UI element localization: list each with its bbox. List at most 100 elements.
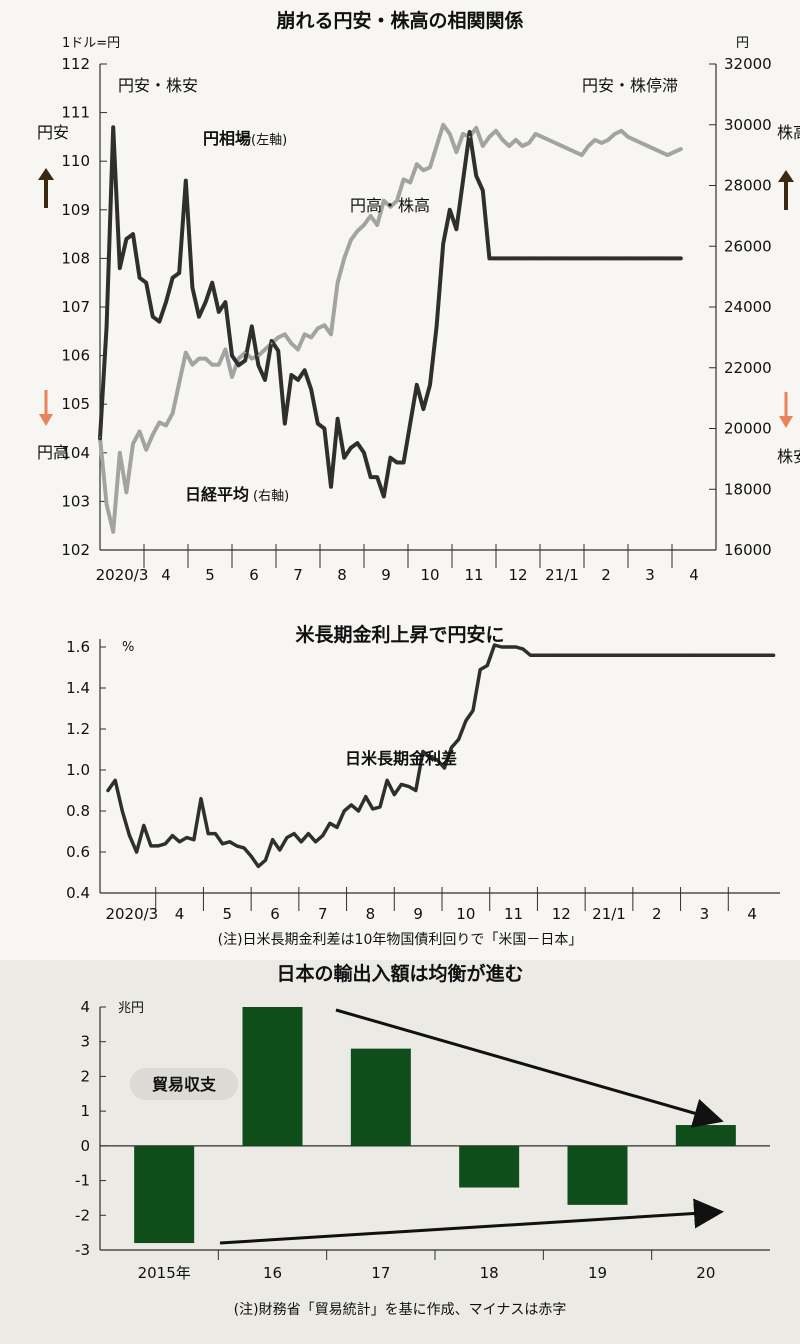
rate-spread-point xyxy=(479,668,482,671)
rate-spread-point xyxy=(600,654,603,657)
yen-rate-point xyxy=(594,257,596,260)
rate-spread-point xyxy=(328,822,331,825)
yen-rate-point xyxy=(382,495,385,498)
yen-rate-point xyxy=(561,257,563,260)
trade-balance-bar xyxy=(459,1145,520,1188)
yen-rate-point xyxy=(244,359,247,362)
rate-spread-point xyxy=(264,859,267,862)
rate-spread-point xyxy=(107,789,109,792)
chart2-note: (注)日米長期金利差は10年物国債利回りで「米国－日本」 xyxy=(218,932,583,948)
rate-spread-point xyxy=(157,844,160,847)
chart3-unit: 兆円 xyxy=(118,1001,144,1016)
rate-spread-point xyxy=(686,654,689,657)
yen-rate-point xyxy=(145,281,148,284)
chart1-left-tick-label: 105 xyxy=(61,395,90,413)
nikkei-point xyxy=(257,354,260,357)
nikkei-point xyxy=(310,336,313,339)
yen-rate-point xyxy=(475,174,478,177)
nikkei-point xyxy=(646,145,649,148)
chart1-x-tick-label: 11 xyxy=(464,566,483,584)
nikkei-point xyxy=(501,138,504,141)
annotation-yen-strong-stock-strong: 円高・株高 xyxy=(350,196,430,215)
chart3-y-tick-label: 0 xyxy=(80,1137,90,1155)
chart2-y-tick-label: 0.6 xyxy=(66,843,90,861)
chart3-x-tick-label: 17 xyxy=(371,1264,390,1282)
rate-spread-point xyxy=(242,846,245,849)
nikkei-point xyxy=(415,163,418,166)
yen-rate-point xyxy=(534,257,537,260)
down-arrow-head-icon xyxy=(39,414,53,426)
yen-rate-point xyxy=(343,456,346,459)
chart1-left-tick-label: 111 xyxy=(61,104,90,122)
yen-rate-point xyxy=(613,257,616,260)
nikkei-point xyxy=(402,178,405,181)
nikkei-point xyxy=(316,327,319,330)
nikkei-point xyxy=(376,223,379,226)
trade-balance-bar xyxy=(567,1145,628,1205)
rate-spread-point xyxy=(221,842,224,845)
chart1-x-tick-label: 8 xyxy=(337,566,347,584)
yen-rate-point xyxy=(455,228,458,231)
yen-rate-point xyxy=(151,315,154,318)
rate-spread-point xyxy=(464,719,467,722)
yen-rate-point xyxy=(132,233,134,236)
chart2-y-tick-label: 1.6 xyxy=(66,638,90,656)
chart1-left-tick-label: 107 xyxy=(61,298,90,316)
nikkei-point xyxy=(112,530,115,533)
rate-spread-point xyxy=(357,810,360,812)
yen-rate-point xyxy=(297,378,299,381)
nikkei-point xyxy=(184,351,187,354)
nikkei-point xyxy=(580,154,583,157)
chart3-y-tick-label: 1 xyxy=(80,1102,90,1120)
chart3-title: 日本の輸出入額は均衡が進む xyxy=(276,962,523,985)
chart1-right-tick-label: 18000 xyxy=(724,480,772,498)
rate-spread-point xyxy=(393,793,396,796)
yen-rate-point xyxy=(435,325,438,328)
yen-rate-point xyxy=(303,369,306,372)
yen-rate-point xyxy=(336,417,339,420)
chart3-y-tick-label: 4 xyxy=(80,998,90,1016)
nikkei-point xyxy=(363,223,365,226)
yen-rate-point xyxy=(640,257,643,260)
right-down-label: 株安 xyxy=(777,447,800,466)
nikkei-point xyxy=(673,151,676,154)
chart1-left-tick-label: 102 xyxy=(61,541,90,559)
yen-rate-point xyxy=(165,301,167,304)
nikkei-point xyxy=(541,135,544,138)
yen-rate-point xyxy=(521,257,524,260)
nikkei-point xyxy=(613,132,616,135)
chart1-x-tick-label: 2 xyxy=(601,566,611,584)
nikkei-point xyxy=(396,199,398,202)
chart2-x-tick-label: 8 xyxy=(366,905,376,923)
yen-rate-point xyxy=(356,442,359,445)
chart1-right-tick-label: 24000 xyxy=(724,298,772,316)
yen-rate-point xyxy=(191,286,194,289)
chart2-x-tick-label: 2 xyxy=(652,905,662,923)
chart2-x-tick-label: 7 xyxy=(318,905,328,923)
chart1-x-tick-label: 5 xyxy=(205,566,215,584)
nikkei-point xyxy=(660,151,662,154)
trade-balance-bar xyxy=(242,1007,303,1146)
chart2-x-tick-label: 6 xyxy=(270,905,280,923)
yen-rate-point xyxy=(574,257,577,260)
yen-rate-point xyxy=(105,325,108,328)
left-up-label: 円安 xyxy=(37,123,69,142)
yen-rate-point xyxy=(283,422,286,425)
rate-spread-point xyxy=(207,832,210,835)
chart2-x-tick-label: 4 xyxy=(747,905,757,923)
rate-spread-point xyxy=(128,834,131,837)
rate-spread-point xyxy=(300,840,303,843)
rate-spread-point xyxy=(407,785,410,788)
rate-spread-point xyxy=(114,779,117,782)
rate-spread-point xyxy=(679,654,682,657)
rate-spread-point xyxy=(522,648,525,651)
chart1-left-tick-label: 110 xyxy=(61,152,90,170)
yen-rate-point xyxy=(429,383,431,386)
chart1-left-tick-label: 108 xyxy=(61,249,90,267)
yen-rate-point xyxy=(501,257,504,260)
rate-spread-point xyxy=(371,807,374,810)
yen-rate-point xyxy=(541,257,544,260)
right-up-arrow-head-icon xyxy=(778,170,794,182)
nikkei-point xyxy=(481,145,484,148)
nikkei-point xyxy=(620,129,623,132)
